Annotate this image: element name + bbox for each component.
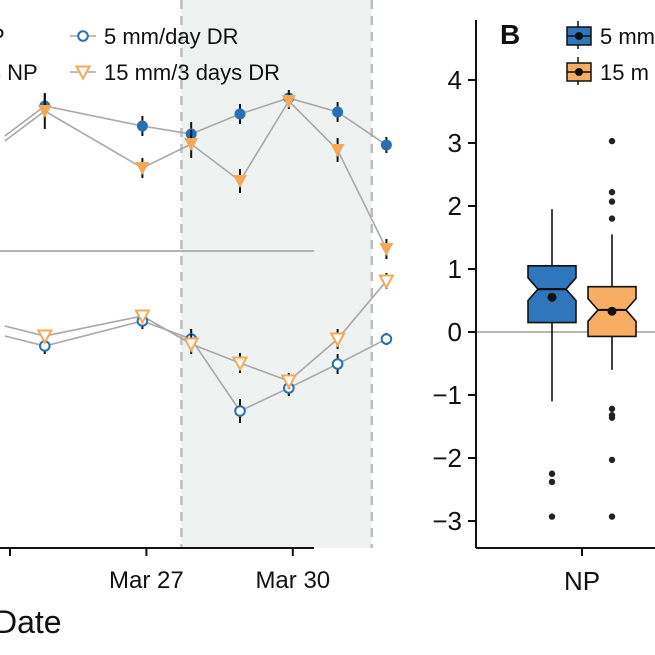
data-point bbox=[332, 106, 344, 118]
legend-a: P 5 mm/day DR s NP 15 mm/3 days DR bbox=[0, 24, 280, 85]
series-line bbox=[4, 97, 387, 146]
y-tick-label-b: −2 bbox=[432, 443, 462, 473]
y-tick-label-b: 3 bbox=[448, 128, 462, 158]
x-axis-title: Date bbox=[0, 604, 62, 640]
outlier-point bbox=[548, 513, 556, 520]
mean-point bbox=[607, 306, 617, 316]
data-point bbox=[234, 108, 246, 120]
y-tick-label-b: 1 bbox=[448, 254, 462, 284]
outlier-point bbox=[608, 414, 616, 421]
outlier-point bbox=[608, 456, 616, 464]
series-line bbox=[4, 320, 387, 413]
legend-key-mean bbox=[575, 32, 583, 40]
data-point bbox=[378, 274, 395, 290]
panel-label-b: B bbox=[500, 19, 520, 50]
outlier-point bbox=[608, 198, 616, 205]
data-point bbox=[135, 162, 150, 175]
legend-label: 5 mm bbox=[600, 24, 655, 49]
panel-b: B 4 3 2 1 0 −1 −2 −3 NP 5 mm 15 m bbox=[432, 19, 655, 596]
legend-label: P bbox=[0, 24, 5, 49]
data-point bbox=[37, 105, 52, 118]
data-point bbox=[183, 337, 200, 353]
legend-marker bbox=[74, 65, 92, 81]
data-point bbox=[380, 139, 392, 151]
shaded-period bbox=[181, 0, 372, 548]
legend-b: 5 mm 15 m bbox=[566, 21, 655, 85]
mean-point bbox=[547, 292, 557, 302]
outlier-point bbox=[548, 470, 556, 477]
data-point bbox=[36, 329, 53, 345]
data-point bbox=[379, 243, 394, 256]
data-point bbox=[234, 405, 246, 417]
outlier-point bbox=[548, 478, 556, 486]
x-tick-label-a: Mar 30 bbox=[255, 567, 330, 594]
outlier-point bbox=[608, 405, 616, 413]
data-point bbox=[184, 138, 199, 151]
legend-key-mean bbox=[575, 68, 583, 76]
legend-marker bbox=[77, 30, 89, 42]
x-tick-label-b: NP bbox=[564, 566, 600, 596]
legend-label: 15 mm/3 days DR bbox=[104, 60, 280, 85]
data-point bbox=[233, 175, 247, 188]
data-point bbox=[330, 144, 345, 157]
y-tick-label-b: −1 bbox=[432, 380, 462, 410]
legend-label: s NP bbox=[0, 60, 38, 85]
y-tick-label-b: −3 bbox=[432, 506, 462, 536]
data-point bbox=[231, 356, 249, 372]
outlier-point bbox=[608, 215, 616, 222]
outlier-point bbox=[608, 513, 616, 520]
series-line bbox=[4, 280, 388, 382]
data-point bbox=[134, 309, 151, 325]
outlier-point bbox=[608, 188, 616, 196]
outlier-point bbox=[608, 137, 616, 145]
legend-label: 15 m bbox=[600, 60, 649, 85]
data-point bbox=[380, 333, 393, 345]
data-point bbox=[280, 374, 297, 390]
data-point bbox=[281, 95, 296, 108]
series-line bbox=[4, 99, 388, 250]
legend-label: 5 mm/day DR bbox=[104, 24, 238, 49]
data-point bbox=[329, 332, 346, 348]
y-tick-label-b: 4 bbox=[448, 65, 462, 95]
x-tick-label-a: Mar 27 bbox=[109, 567, 184, 594]
data-point bbox=[331, 358, 344, 370]
y-tick-label-b: 0 bbox=[448, 317, 462, 347]
y-tick-label-b: 2 bbox=[448, 191, 462, 221]
data-point bbox=[136, 120, 148, 132]
panel-a: Mar 27 Mar 30 Date P 5 mm/day DR s NP 15 mm/… bbox=[0, 0, 395, 640]
